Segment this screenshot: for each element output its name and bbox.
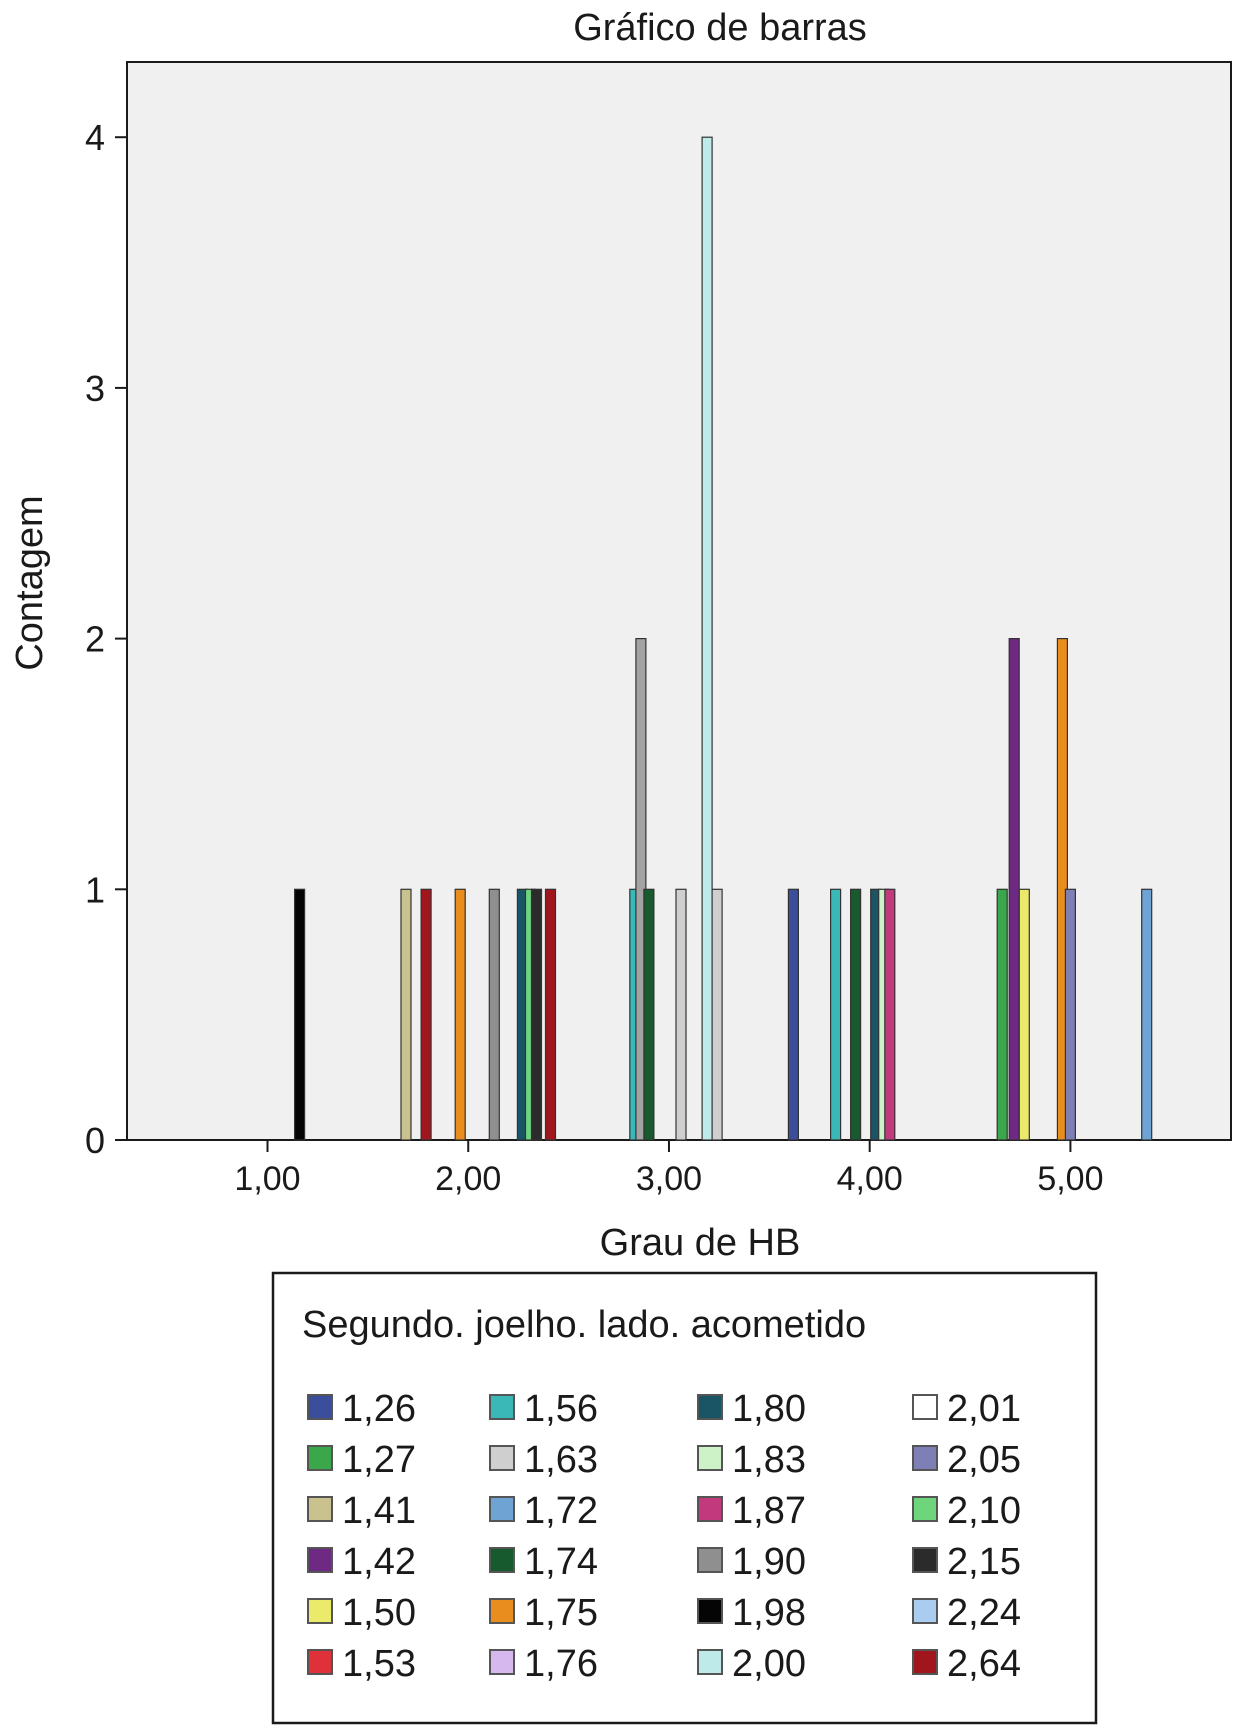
legend-swatch	[912, 1394, 938, 1420]
legend-label: 1,26	[342, 1388, 416, 1430]
legend-label: 1,27	[342, 1439, 416, 1481]
bar	[454, 888, 466, 1141]
bar	[711, 888, 723, 1141]
bar	[849, 888, 862, 1141]
legend-label: 2,10	[947, 1490, 1021, 1532]
legend-swatch	[912, 1445, 938, 1471]
bar	[787, 888, 800, 1141]
legend-swatch	[697, 1547, 723, 1573]
legend-label: 2,00	[732, 1643, 806, 1685]
legend: Segundo. joelho. lado. acometido 1,261,2…	[271, 1271, 1098, 1725]
legend-swatch	[912, 1496, 938, 1522]
legend-entries: 1,26 1,27 1,41 1,42 1,50 1,53 1,56 1,63 1,72 1,74…	[307, 1388, 1021, 1685]
bar	[675, 888, 687, 1141]
legend-label: 1,74	[524, 1541, 598, 1583]
bar	[1008, 637, 1020, 1141]
bar	[420, 888, 432, 1141]
bar	[996, 888, 1008, 1141]
bar	[544, 888, 557, 1141]
x-tick-label: 3,00	[636, 1160, 702, 1198]
legend-label: 1,63	[524, 1439, 598, 1481]
legend-swatch	[912, 1547, 938, 1573]
x-tick-label: 2,00	[435, 1160, 501, 1198]
y-tick-label: 0	[85, 1120, 105, 1161]
chart-title: Gráfico de barras	[573, 7, 867, 49]
legend-label: 1,42	[342, 1541, 416, 1583]
legend-label: 1,72	[524, 1490, 598, 1532]
legend-label: 2,05	[947, 1439, 1021, 1481]
x-axis-label: Grau de HB	[600, 1222, 801, 1264]
bar	[643, 888, 655, 1141]
axes-group: 0 1 2 3 4 1,00 2,00 3,00 4,00 5,00	[85, 117, 1104, 1198]
legend-swatch	[307, 1598, 333, 1624]
legend-swatch	[307, 1649, 333, 1675]
y-axis-label: Contagem	[9, 495, 51, 670]
legend-label: 1,75	[524, 1592, 598, 1634]
bars-group	[294, 136, 1153, 1141]
legend-swatch	[697, 1598, 723, 1624]
legend-swatch	[912, 1649, 938, 1675]
y-tick-label: 3	[85, 368, 105, 409]
legend-swatch	[307, 1496, 333, 1522]
legend-label: 1,50	[342, 1592, 416, 1634]
legend-label: 1,53	[342, 1643, 416, 1685]
bar	[488, 888, 500, 1141]
legend-swatch	[697, 1649, 723, 1675]
legend-label: 2,24	[947, 1592, 1021, 1634]
legend-swatch	[697, 1394, 723, 1420]
bar	[1064, 888, 1077, 1141]
legend-label: 1,56	[524, 1388, 598, 1430]
legend-label: 1,41	[342, 1490, 416, 1532]
legend-label: 2,01	[947, 1388, 1021, 1430]
legend-swatch	[489, 1394, 515, 1420]
legend-swatch	[307, 1394, 333, 1420]
legend-swatch	[489, 1649, 515, 1675]
legend-label: 1,87	[732, 1490, 806, 1532]
legend-label: 2,15	[947, 1541, 1021, 1583]
legend-title: Segundo. joelho. lado. acometido	[302, 1304, 866, 1346]
legend-label: 1,76	[524, 1643, 598, 1685]
legend-swatch	[307, 1445, 333, 1471]
legend-swatch	[489, 1445, 515, 1471]
y-tick-label: 1	[85, 869, 105, 910]
bar	[400, 888, 412, 1141]
legend-label: 1,90	[732, 1541, 806, 1583]
legend-swatch	[307, 1547, 333, 1573]
legend-swatch	[489, 1496, 515, 1522]
y-tick-label: 4	[85, 117, 105, 158]
legend-swatch	[912, 1598, 938, 1624]
bar	[1141, 888, 1153, 1141]
x-tick-label: 4,00	[837, 1160, 903, 1198]
y-tick-label: 2	[85, 619, 105, 660]
legend-label: 1,98	[732, 1592, 806, 1634]
bar	[701, 136, 713, 1141]
bar	[829, 888, 842, 1141]
legend-swatch	[697, 1496, 723, 1522]
legend-box	[271, 1271, 1098, 1725]
legend-swatch	[489, 1598, 515, 1624]
legend-label: 2,64	[947, 1643, 1021, 1685]
legend-label: 1,80	[732, 1388, 806, 1430]
x-tick-label: 1,00	[234, 1160, 300, 1198]
bar	[884, 888, 896, 1141]
legend-label: 1,83	[732, 1439, 806, 1481]
x-tick-label: 5,00	[1037, 1160, 1103, 1198]
legend-swatch	[489, 1547, 515, 1573]
bar	[530, 888, 543, 1141]
legend-swatch	[697, 1445, 723, 1471]
bar	[294, 888, 306, 1141]
bar	[1018, 888, 1030, 1141]
